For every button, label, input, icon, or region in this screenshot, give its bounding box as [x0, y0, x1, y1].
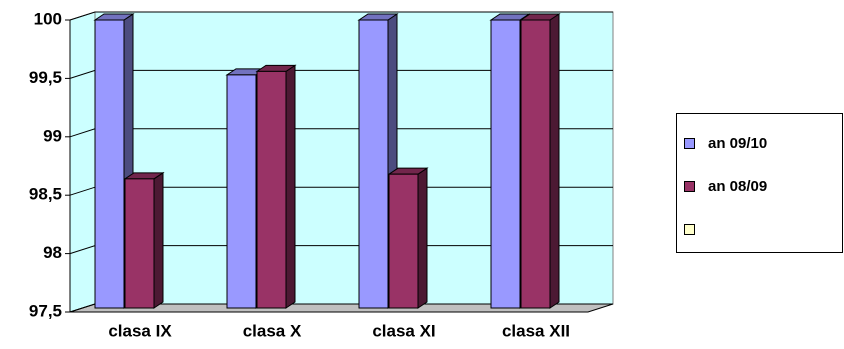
bar-front	[256, 70, 287, 309]
bar	[123, 171, 165, 309]
y-tick-label: 99,5	[29, 68, 62, 87]
x-tick-label: clasa IX	[108, 321, 172, 340]
x-tick-label: clasa XI	[372, 321, 435, 340]
y-tick-label: 99	[43, 126, 62, 145]
bar-side	[153, 171, 164, 309]
bar	[387, 167, 429, 309]
bar-front	[520, 19, 551, 309]
x-tick-label: clasa X	[243, 321, 302, 340]
bar-front	[388, 173, 419, 309]
bar-front	[490, 19, 521, 309]
bar-front	[226, 74, 257, 309]
bar-side	[549, 13, 560, 309]
bar	[255, 64, 297, 309]
bar	[93, 13, 135, 309]
y-tick-label: 98,5	[29, 185, 62, 204]
legend-swatch	[684, 181, 695, 192]
bar	[519, 13, 561, 309]
legend-box	[676, 113, 843, 253]
legend-swatch	[684, 138, 695, 149]
legend-label: an 09/10	[708, 135, 767, 152]
side-wall	[69, 11, 96, 313]
bar-front	[124, 178, 155, 309]
x-tick-label: clasa XII	[502, 321, 570, 340]
y-tick-label: 97,5	[29, 301, 62, 320]
bar-side	[285, 64, 296, 309]
bar-side	[417, 167, 428, 309]
y-tick-label: 98	[43, 243, 62, 262]
bar-front	[358, 19, 389, 309]
legend-label: an 08/09	[708, 178, 767, 195]
bar-front	[94, 19, 125, 309]
grid-line	[69, 11, 613, 21]
legend-swatch	[684, 224, 695, 235]
y-tick-label: 100	[34, 9, 62, 28]
